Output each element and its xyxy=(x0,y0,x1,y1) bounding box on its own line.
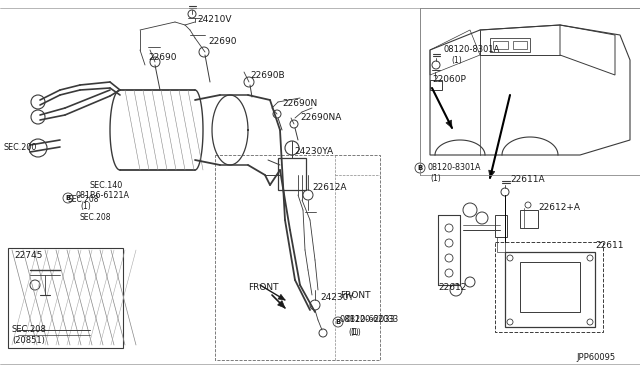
Text: JPP60095: JPP60095 xyxy=(576,353,615,362)
Bar xyxy=(490,38,530,52)
Text: 22611: 22611 xyxy=(595,241,623,250)
Bar xyxy=(278,158,306,190)
Text: 22611A: 22611A xyxy=(510,176,545,185)
Bar xyxy=(493,41,508,49)
Text: 22690: 22690 xyxy=(208,38,237,46)
Text: B: B xyxy=(65,195,70,201)
Bar xyxy=(430,80,442,90)
Text: B: B xyxy=(417,165,422,171)
Text: (1): (1) xyxy=(350,327,361,337)
Text: (1): (1) xyxy=(430,173,441,183)
Text: 22690NA: 22690NA xyxy=(300,113,341,122)
Text: (1): (1) xyxy=(451,55,461,64)
Text: 08120-8301A: 08120-8301A xyxy=(427,164,481,173)
Text: 24230YA: 24230YA xyxy=(294,148,333,157)
Text: 08120-62033: 08120-62033 xyxy=(345,315,398,324)
Text: 22690B: 22690B xyxy=(250,71,285,80)
Text: 22745: 22745 xyxy=(14,250,42,260)
Text: SEC.208: SEC.208 xyxy=(80,214,111,222)
Text: (20851): (20851) xyxy=(12,336,45,344)
Bar xyxy=(520,210,538,228)
Text: 081B6-6121A: 081B6-6121A xyxy=(75,190,129,199)
Bar xyxy=(8,248,123,348)
Bar xyxy=(513,41,527,49)
Text: 22612A: 22612A xyxy=(312,183,346,192)
Text: (1): (1) xyxy=(348,327,359,337)
Bar xyxy=(495,215,507,237)
Text: B: B xyxy=(335,319,340,325)
Text: SEC.208: SEC.208 xyxy=(68,196,99,205)
Bar xyxy=(497,237,505,252)
Text: 22060P: 22060P xyxy=(432,76,466,84)
Bar xyxy=(495,242,603,332)
Text: 08120-62033: 08120-62033 xyxy=(340,315,396,324)
Text: SEC.200: SEC.200 xyxy=(3,144,36,153)
Text: (1): (1) xyxy=(80,202,91,212)
Polygon shape xyxy=(489,170,495,178)
Polygon shape xyxy=(278,294,285,300)
Text: 24230Y: 24230Y xyxy=(320,294,354,302)
Text: 08120-8301A: 08120-8301A xyxy=(443,45,499,55)
Text: SEC.208: SEC.208 xyxy=(12,326,47,334)
Text: SEC.140: SEC.140 xyxy=(90,180,124,189)
Text: FRONT: FRONT xyxy=(248,283,278,292)
Bar xyxy=(505,252,595,327)
Text: 22690: 22690 xyxy=(148,54,177,62)
Text: 22690N: 22690N xyxy=(282,99,317,108)
Text: 22612: 22612 xyxy=(438,283,467,292)
Polygon shape xyxy=(278,301,285,308)
Text: 24210V: 24210V xyxy=(197,15,232,23)
Text: 22612+A: 22612+A xyxy=(538,202,580,212)
Polygon shape xyxy=(446,120,452,128)
Bar xyxy=(520,262,580,312)
Text: FRONT: FRONT xyxy=(340,291,371,299)
